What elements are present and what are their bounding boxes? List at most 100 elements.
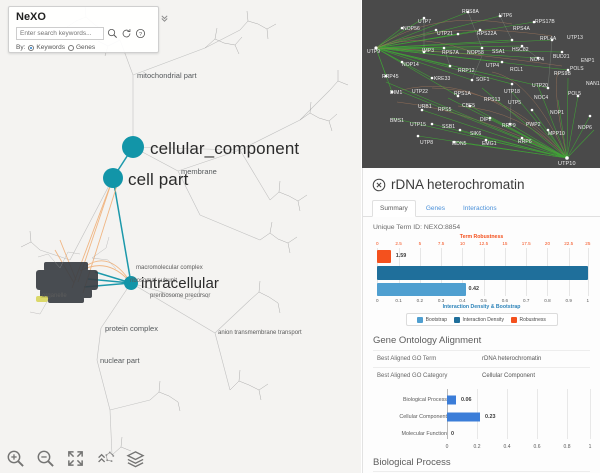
gene-label[interactable]: NOP1 — [550, 110, 565, 116]
network-node-intracellular[interactable] — [124, 276, 138, 290]
gene-label[interactable]: NOP58 — [467, 50, 484, 56]
close-circle-icon[interactable] — [372, 178, 386, 192]
gene-label[interactable]: BUD21 — [553, 54, 570, 60]
network-label-macromolecular-complex: macromolecular complex — [136, 265, 203, 271]
legend-item-bootstrap[interactable]: Bootstrap — [417, 316, 447, 323]
gene-label[interactable]: HSC82 — [512, 47, 529, 53]
network-node-cell-part[interactable] — [103, 168, 123, 188]
gene-label[interactable]: RPS22A — [477, 31, 497, 37]
gene-label[interactable]: URB1 — [418, 104, 432, 110]
gene-label[interactable]: UTP20 — [532, 83, 549, 89]
zoom-in-icon[interactable] — [6, 449, 25, 468]
reset-icon[interactable] — [121, 28, 132, 39]
gene-label[interactable]: RRP9 — [502, 123, 516, 129]
gene-label[interactable]: DIM1 — [390, 90, 403, 96]
gene-label[interactable]: RPS8A — [462, 9, 479, 15]
gene-label[interactable]: SOF1 — [476, 77, 490, 83]
tab-bar[interactable]: Summary Genes Interactions — [363, 199, 600, 217]
network-label-ribosomal-subunit: ribosomal subunit — [130, 278, 178, 284]
gene-label[interactable]: SSA1 — [492, 49, 506, 55]
gene-label[interactable]: UTP7 — [418, 19, 432, 25]
gene-label[interactable]: RPS17B — [535, 19, 555, 25]
gene-label[interactable]: SSB1 — [442, 124, 456, 130]
radio-option-keywords[interactable]: Keywords — [28, 44, 65, 51]
gene-label[interactable]: POL5 — [568, 91, 582, 97]
gene-label[interactable]: UTP6 — [499, 13, 513, 19]
gene-label[interactable]: NOP14 — [402, 62, 419, 68]
gene-label[interactable]: UTP8 — [420, 140, 434, 146]
go-chart-category: Biological Process — [402, 397, 447, 403]
gene-label[interactable]: NOP56 — [403, 26, 420, 32]
gene-label[interactable]: UTP21 — [437, 31, 454, 37]
gene-label[interactable]: NOP4 — [530, 57, 545, 63]
search-row: ? — [16, 27, 152, 40]
gene-label[interactable]: RRP45 — [382, 74, 399, 80]
gene-label[interactable]: NOC4 — [534, 95, 549, 101]
gene-label[interactable]: RPS5 — [438, 107, 452, 113]
radio-keywords-icon[interactable] — [28, 44, 35, 51]
canvas-toolbar[interactable] — [6, 449, 145, 468]
gene-interaction-network[interactable]: UTP9 UTP7 RPS8A UTP6 RPS17B NOP56 UTP21 … — [362, 0, 600, 168]
gene-label[interactable]: UTP18 — [504, 89, 521, 95]
network-node-cellular-component[interactable] — [122, 136, 144, 158]
table-row: Best Aligned GO Term rDNA heterochromati… — [373, 350, 590, 367]
gene-label[interactable]: KRE33 — [434, 76, 451, 82]
search-panel[interactable]: NeXO ? By: Ke — [8, 6, 159, 53]
zoom-out-icon[interactable] — [36, 449, 55, 468]
gene-label[interactable]: MPP10 — [548, 131, 565, 137]
search-icon[interactable] — [107, 28, 118, 39]
bar-robustness — [377, 250, 391, 263]
gene-label[interactable]: RPS7A — [442, 50, 459, 56]
gene-label[interactable]: RPS1A — [454, 91, 471, 97]
biological-process-heading: Biological Process — [373, 457, 451, 468]
gene-label[interactable]: PWP2 — [526, 122, 541, 128]
gene-label[interactable]: BMS1 — [390, 118, 405, 124]
gene-label[interactable]: POLS — [570, 66, 584, 72]
gene-label-focus[interactable]: UTP10 — [558, 161, 576, 167]
gene-label[interactable]: CBF5 — [462, 103, 476, 109]
help-icon[interactable]: ? — [135, 28, 146, 39]
gene-label[interactable]: RPS13 — [484, 97, 501, 103]
gene-label[interactable]: NAN1 — [586, 81, 600, 87]
go-category-value: Cellular Component — [482, 373, 536, 379]
go-chart-category: Molecular Function — [401, 431, 447, 437]
tab-genes[interactable]: Genes — [425, 205, 445, 212]
gene-label[interactable]: ENP1 — [581, 58, 595, 64]
legend-item-robustness[interactable]: Robustness — [510, 316, 546, 323]
gene-label[interactable]: DIP2 — [480, 117, 492, 123]
layers-icon[interactable] — [126, 449, 145, 468]
legend-item-interaction-density[interactable]: Interaction Density — [454, 316, 504, 323]
gene-label[interactable]: RRP6 — [518, 139, 532, 145]
gene-label[interactable]: SIK6 — [470, 131, 482, 137]
gene-label[interactable]: UTP9 — [367, 49, 381, 55]
top-tick: 15 — [502, 241, 508, 246]
gene-label[interactable]: UTP4 — [486, 63, 500, 69]
bottom-tick: 0.1 — [395, 298, 402, 303]
radio-option-genes[interactable]: Genes — [67, 44, 95, 51]
gene-label[interactable]: UTP22 — [412, 89, 429, 95]
gene-label[interactable]: RCL1 — [510, 67, 524, 73]
gene-label[interactable]: RPS4A — [513, 26, 530, 32]
search-input[interactable] — [16, 27, 104, 40]
gene-label[interactable]: RPS9B — [554, 71, 571, 77]
legend-label-robustness: Robustness — [519, 316, 546, 323]
go-category-chart: Biological Process 0.06 Cellular Compone… — [373, 389, 591, 451]
go-category-key: Best Aligned GO Category — [377, 373, 448, 379]
gene-label[interactable]: IMP3 — [422, 48, 435, 54]
gene-label[interactable]: NOP6 — [578, 125, 593, 131]
gene-label[interactable]: UTP5 — [508, 100, 522, 106]
gene-label[interactable]: RPL4A — [540, 36, 557, 42]
network-canvas[interactable]: cellular_component cell part intracellul… — [0, 0, 361, 473]
gene-label[interactable]: UTP13 — [567, 35, 584, 41]
fit-to-screen-icon[interactable] — [66, 449, 85, 468]
gene-label[interactable]: RRP12 — [458, 68, 475, 74]
radio-genes-icon[interactable] — [67, 44, 74, 51]
gene-label[interactable]: MDN5 — [452, 141, 467, 147]
collapse-chevron-icon[interactable] — [160, 13, 169, 24]
tab-interactions[interactable]: Interactions — [462, 205, 497, 212]
tab-summary[interactable]: Summary — [372, 200, 416, 217]
collapse-all-icon[interactable] — [96, 449, 115, 468]
legend-swatch-bootstrap — [417, 316, 424, 323]
gene-label[interactable]: UTP15 — [410, 122, 427, 128]
gene-label[interactable]: EMG1 — [482, 141, 497, 147]
